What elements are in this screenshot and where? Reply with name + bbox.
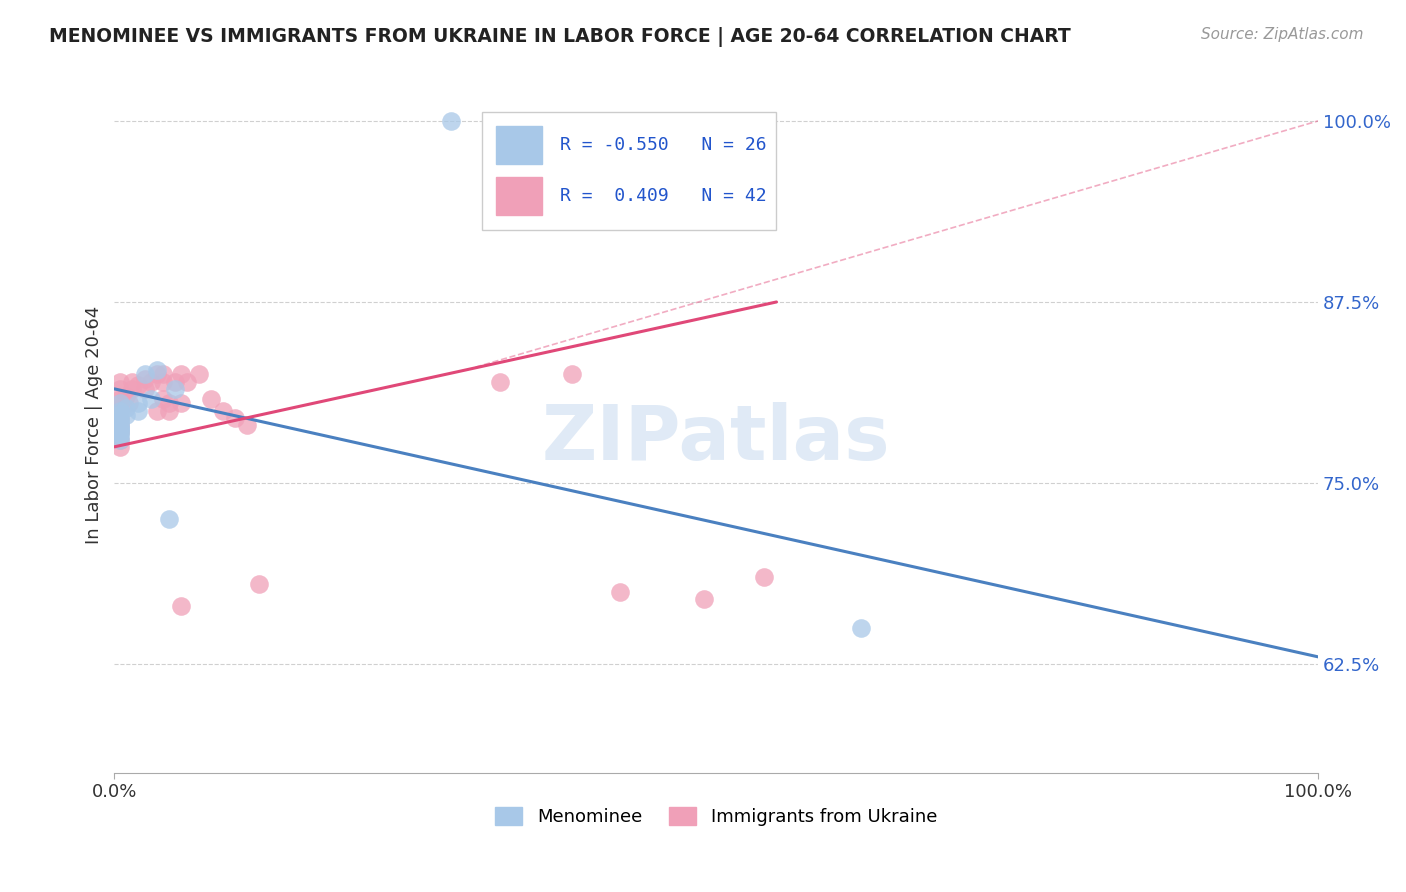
Point [163, 375, 186, 389]
FancyBboxPatch shape [481, 112, 776, 230]
Point [440, 114, 463, 128]
Point [169, 368, 191, 382]
Point [110, 421, 132, 435]
Point [110, 418, 132, 433]
Point [127, 396, 149, 410]
Point [110, 425, 132, 440]
Point [169, 396, 191, 410]
Point [110, 422, 132, 436]
Point [110, 433, 132, 447]
Point [134, 382, 156, 396]
Point [134, 372, 156, 386]
Text: R = -0.550   N = 26: R = -0.550 N = 26 [560, 136, 766, 154]
Point [110, 433, 132, 447]
Point [152, 368, 174, 382]
Point [110, 396, 132, 410]
FancyBboxPatch shape [496, 177, 541, 215]
Point [121, 375, 143, 389]
Point [849, 621, 872, 635]
Point [187, 368, 209, 382]
Point [110, 440, 132, 454]
Point [110, 392, 132, 406]
Point [127, 377, 149, 392]
Text: ZIPatlas: ZIPatlas [541, 402, 890, 476]
Point [145, 363, 167, 377]
Legend: Menominee, Immigrants from Ukraine: Menominee, Immigrants from Ukraine [488, 799, 945, 833]
Point [110, 425, 132, 440]
Point [693, 591, 716, 606]
Point [110, 430, 132, 444]
Point [127, 403, 149, 417]
Point [157, 512, 180, 526]
Point [110, 407, 132, 421]
Point [247, 577, 270, 591]
Point [488, 375, 510, 389]
Point [110, 396, 132, 410]
Point [139, 392, 162, 406]
Point [609, 584, 631, 599]
Point [754, 570, 776, 584]
Point [157, 396, 180, 410]
Point [110, 382, 132, 396]
Point [110, 426, 132, 441]
Point [115, 401, 138, 415]
Point [561, 368, 583, 382]
Point [110, 410, 132, 425]
Point [169, 599, 191, 614]
Point [176, 375, 198, 389]
Point [110, 415, 132, 429]
Point [110, 419, 132, 434]
Point [145, 368, 167, 382]
Point [118, 396, 141, 410]
Point [110, 410, 132, 425]
Point [134, 368, 156, 382]
Point [224, 410, 246, 425]
Point [110, 403, 132, 417]
Point [200, 392, 222, 406]
Point [110, 418, 132, 433]
Point [110, 403, 132, 417]
Point [163, 382, 186, 396]
Point [145, 403, 167, 417]
Point [139, 375, 162, 389]
Point [157, 403, 180, 417]
Point [236, 418, 259, 433]
Text: R =  0.409   N = 42: R = 0.409 N = 42 [560, 186, 766, 204]
Text: Source: ZipAtlas.com: Source: ZipAtlas.com [1201, 27, 1364, 42]
Text: MENOMINEE VS IMMIGRANTS FROM UKRAINE IN LABOR FORCE | AGE 20-64 CORRELATION CHAR: MENOMINEE VS IMMIGRANTS FROM UKRAINE IN … [49, 27, 1071, 46]
Point [115, 389, 138, 403]
Point [152, 375, 174, 389]
Point [152, 392, 174, 406]
Y-axis label: In Labor Force | Age 20-64: In Labor Force | Age 20-64 [86, 306, 103, 544]
Point [110, 424, 132, 438]
Point [115, 408, 138, 422]
Point [121, 382, 143, 396]
Point [211, 403, 233, 417]
FancyBboxPatch shape [496, 126, 541, 164]
Point [110, 375, 132, 389]
Point [110, 414, 132, 428]
